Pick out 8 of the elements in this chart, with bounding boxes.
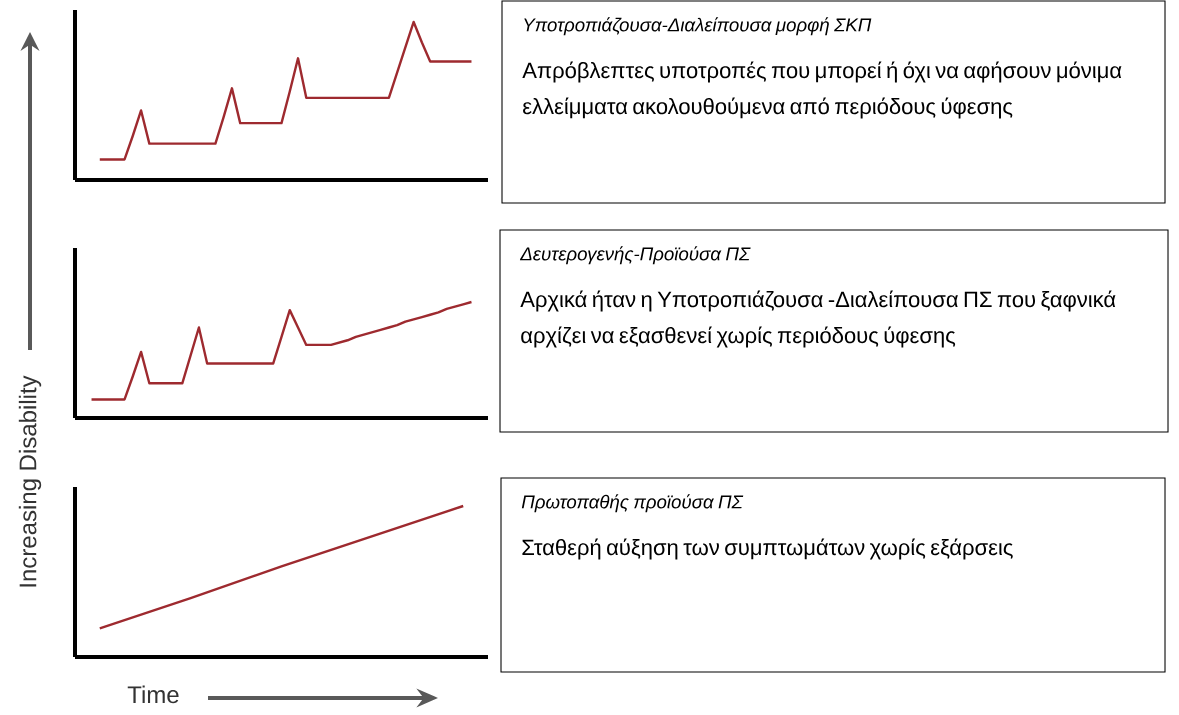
x-axis-title: Time [127, 685, 179, 704]
text: Δευτερογενής-Προϊούσα ΠΣ [519, 246, 751, 265]
text: Υποτροπιάζουσα-Διαλείπουσα μορφή ΣΚΠ [524, 17, 872, 36]
text: Σταθερή αύξηση των συμπτωμάτων χωρίς εξάρσεις [522, 538, 1013, 560]
y-axis-title: Increasing Disability [18, 375, 42, 587]
text: Απρόβλεπτες υποτροπές που μπορεί ή όχι να αφήσουν μόνιμα ελλείμματα ακολουθούμενα από περιόδους ύφεσης [522, 61, 1122, 119]
text: Πρωτοπαθής προϊούσα ΠΣ [521, 494, 744, 513]
text: Αρχικά ήταν η Υποτροπιάζουσα -Διαλείπουσα ΠΣ που ξαφνικά αρχίζει να εξασθενεί χωρίς περιόδους ύφεσης [520, 290, 1116, 348]
